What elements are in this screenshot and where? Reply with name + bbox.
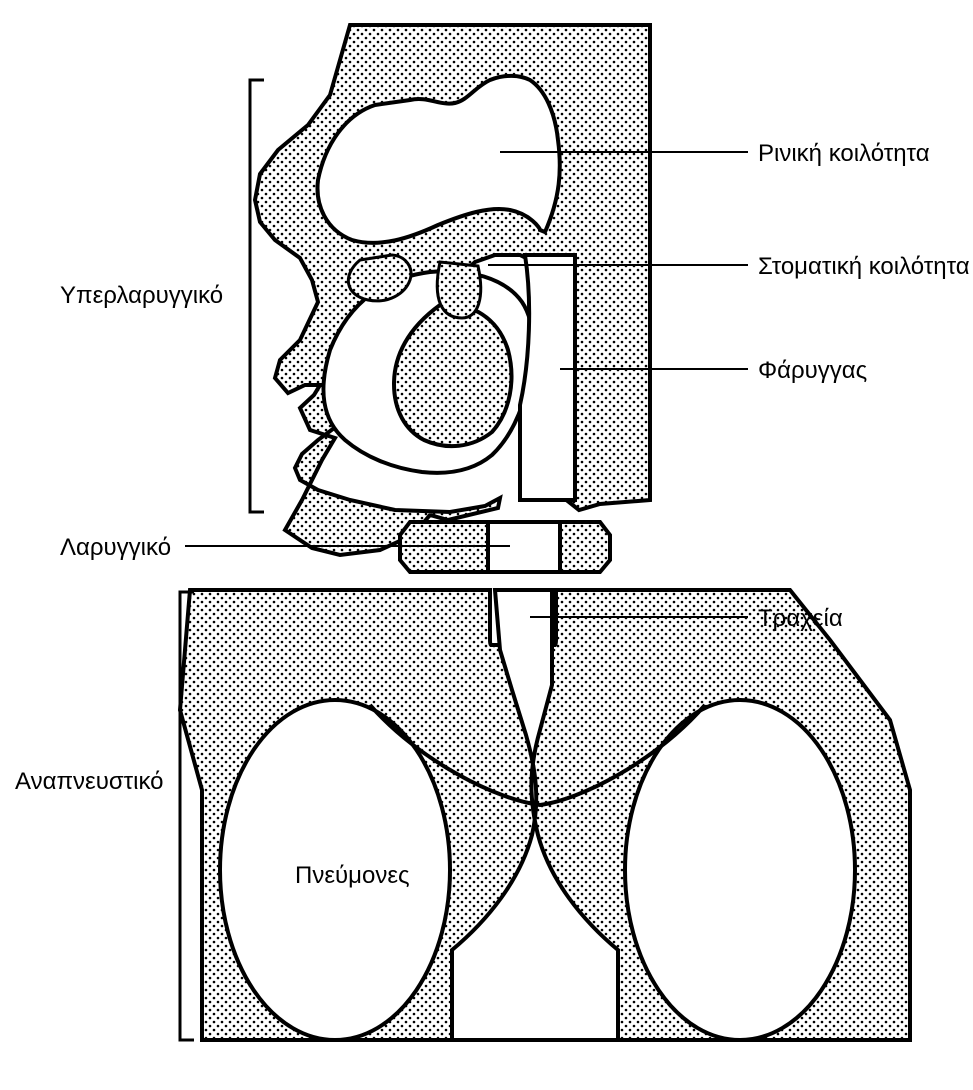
bracket-supralaryngeal [250,80,264,512]
label-supralaryngeal: Υπερλαρυγγικό [60,282,223,310]
label-laryngeal: Λαρυγγικό [60,534,171,562]
pharynx-channel [520,255,575,500]
label-pharynx: Φάρυγγας [758,357,867,385]
torso-region [180,590,910,1040]
label-lungs: Πνεύμονες [295,862,410,890]
label-nasal-cavity: Ρινική κοιλότητα [758,140,930,168]
head-region [255,25,650,555]
label-oral-cavity: Στοματική κοιλότητα [758,253,970,281]
diagram-canvas: Υπερλαρυγγικό Λαρυγγικό Αναπνευστικό Ριν… [0,0,973,1090]
uvula-shape [437,262,480,318]
label-trachea: Τραχεία [758,605,843,633]
palate-shape [348,255,411,301]
right-lung [625,700,855,1040]
label-respiratory: Αναπνευστικό [15,768,164,796]
